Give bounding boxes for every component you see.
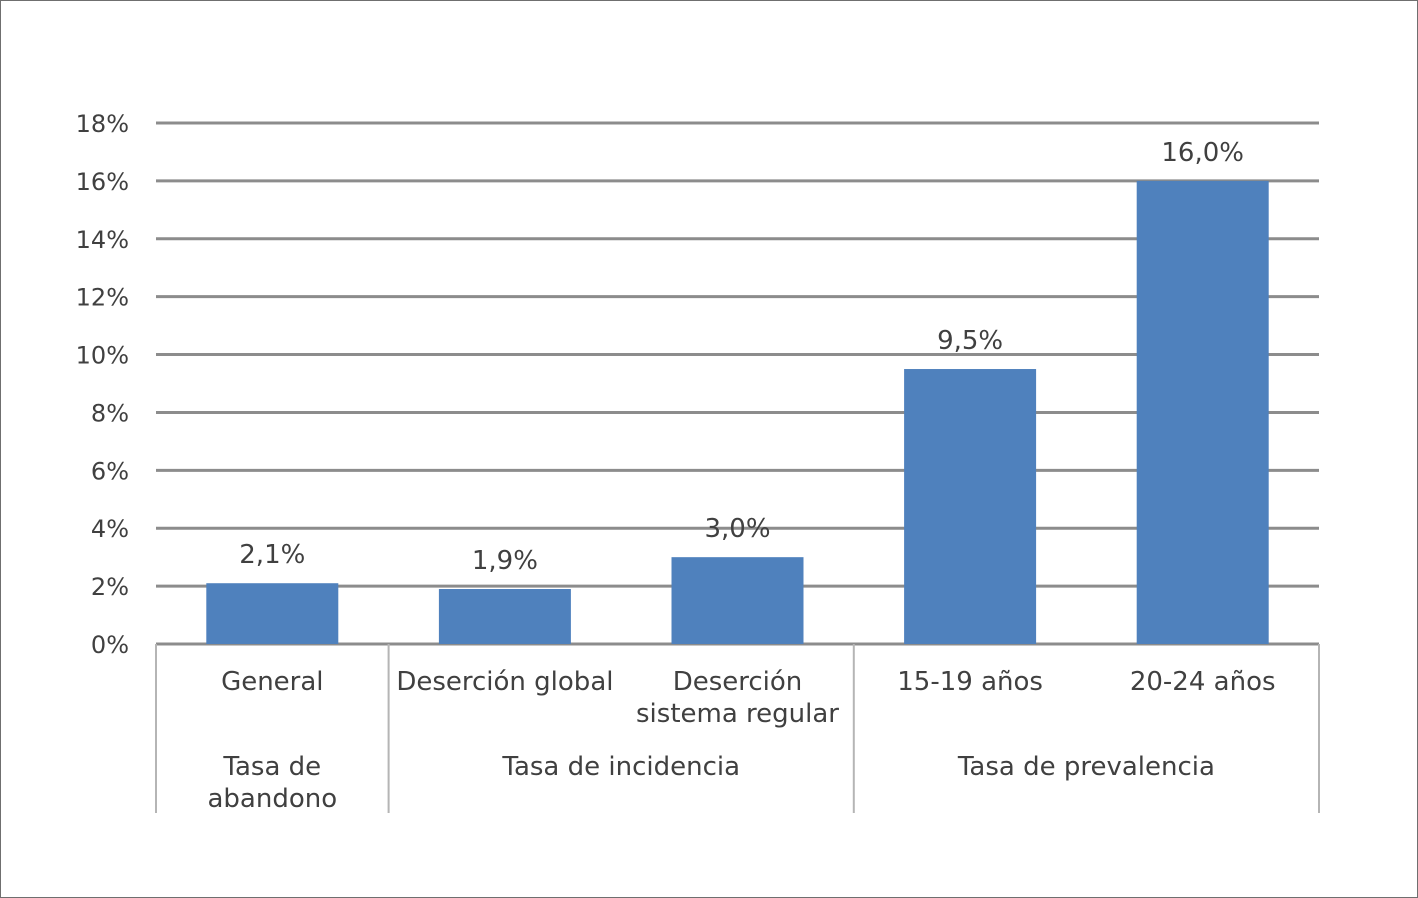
y-tick-label: 8%	[91, 399, 129, 427]
group-label: Tasa de incidencia	[501, 752, 740, 782]
bar	[671, 557, 804, 644]
category-label: General	[221, 667, 323, 697]
group-label: Tasa de prevalencia	[957, 752, 1215, 782]
y-tick-label: 4%	[91, 515, 129, 543]
data-label: 2,1%	[239, 540, 305, 570]
y-tick-label: 16%	[76, 168, 129, 196]
y-tick-label: 10%	[76, 342, 129, 370]
category-label: Deserción	[673, 667, 803, 697]
group-label: abandono	[207, 784, 337, 814]
group-label: Tasa de	[222, 752, 321, 782]
category-label: 15-19 años	[897, 667, 1043, 697]
bar	[206, 583, 339, 644]
data-label: 16,0%	[1161, 138, 1244, 168]
bar	[438, 589, 571, 644]
y-tick-label: 0%	[91, 631, 129, 659]
data-label: 3,0%	[704, 514, 770, 544]
y-tick-label: 14%	[76, 226, 129, 254]
data-label: 1,9%	[472, 546, 538, 576]
bar	[1136, 180, 1269, 644]
y-tick-label: 12%	[76, 284, 129, 312]
category-label: 20-24 años	[1130, 667, 1276, 697]
bar	[904, 369, 1037, 644]
y-tick-label: 18%	[76, 110, 129, 138]
category-label: Deserción global	[396, 667, 613, 697]
data-label: 9,5%	[937, 326, 1003, 356]
y-tick-label: 2%	[91, 573, 129, 601]
y-tick-label: 6%	[91, 457, 129, 485]
category-label: sistema regular	[636, 699, 839, 729]
